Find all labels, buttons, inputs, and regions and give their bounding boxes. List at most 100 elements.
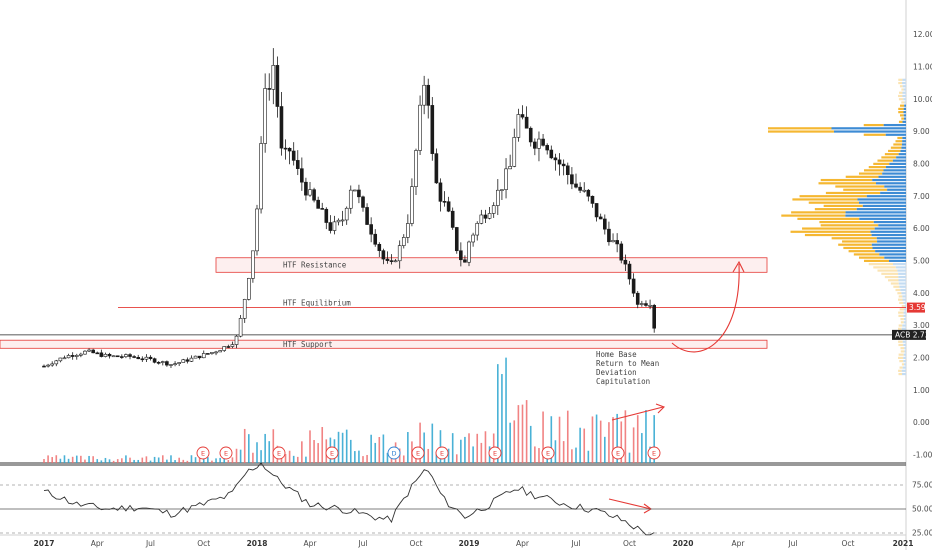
time-tick-label: 2019 [459,539,480,548]
volume-bar [231,457,234,463]
profile-bar-a [898,372,902,376]
candle-body [381,250,386,260]
candle-body [598,216,603,220]
profile-bar-a [863,133,886,136]
profile-bar-b [902,340,906,343]
profile-bar-b [903,114,906,117]
time-tick-label: Oct [842,539,855,548]
rsi-tick-label: 25.00 [912,529,932,538]
profile-bar-a [899,360,904,363]
projection-arrowhead [732,260,745,273]
volume-bar [632,427,635,463]
profile-bar-b [903,356,906,359]
candle-body [520,114,525,118]
profile-bar-b [885,133,906,136]
candle-body [103,353,108,357]
marker-label: E [440,449,444,457]
profile-bar-a [868,263,894,266]
axes-layer: 12.00 11.00 10.00 9.00 8.00 7.00 6.00 5.00 4.00 3… [34,30,932,548]
volume-bar [566,410,569,463]
time-tick-label: Oct [197,539,210,548]
volume-bar [47,455,49,463]
profile-bar-a [858,172,883,175]
profile-bar-a [845,175,879,178]
candle-body [291,150,296,161]
candle-body [373,233,378,245]
profile-bar-b [904,347,906,350]
profile-bar-a [868,166,887,169]
candle-body [454,227,459,252]
volume-bar [341,432,344,463]
marker-label: D [391,449,396,457]
candle-body [549,149,554,159]
candle-body [66,355,71,359]
candle-body [214,351,218,354]
candle-body [508,166,512,170]
candle-body [308,189,312,196]
profile-bar-b [901,292,906,295]
zone-label: HTF Resistance [283,261,347,270]
profile-bar-b [903,360,906,363]
dividend-marker [387,446,401,460]
note-text: Deviation [596,368,637,377]
volume-bar [337,431,340,463]
volume-bar [624,410,627,463]
candle-body [74,355,79,357]
volume-bar [525,400,528,463]
profile-bar-a [898,369,902,372]
candle-body [238,318,243,337]
volume-bar [464,436,466,463]
candle-body [459,250,463,261]
candle-body [201,353,206,359]
candle-body [467,241,471,263]
candle-body [578,186,582,191]
candle-body [99,352,104,357]
profile-bar-a [898,295,903,298]
earnings-marker [219,446,233,460]
profile-bar-a [895,140,903,143]
candle-body [426,84,431,106]
profile-bar-b [904,363,906,366]
marker-price-text: 3.59 [909,303,926,312]
volume-bar [133,459,135,463]
candle-body [561,163,566,167]
profile-bar-a [898,107,904,111]
candle-body [193,355,198,359]
volume-bar [112,460,115,463]
time-tick-label: 2018 [247,539,268,548]
profile-bar-a [820,178,873,182]
candle-body [418,104,422,151]
volume-bar [604,436,606,463]
time-tick-label: Apr [304,539,318,548]
profile-bar-a [901,305,905,308]
profile-bar-a [898,98,904,101]
profile-bar-a [901,101,905,104]
profile-bar-a [898,343,904,347]
profile-bar-b [874,227,906,230]
profile-bar-a [898,353,904,356]
volume-bar [534,446,536,463]
profile-bar-b [902,91,906,94]
volume-bar [71,456,74,463]
candle-body [140,358,145,361]
profile-bar-a [900,321,904,324]
profile-bar-a [842,240,878,243]
profile-bar-b [901,146,906,149]
volume-bar [439,430,442,463]
candle-body [516,114,521,138]
profile-bar-a [819,220,874,224]
time-tick-label: Apr [516,539,530,548]
candle-body [353,189,357,192]
volume-bar [484,431,487,463]
candle-body [603,218,607,230]
profile-bar-b [831,127,906,130]
candle-body [132,356,136,358]
volume-bar [116,459,119,463]
marker-price-badge [907,302,925,313]
profile-bar-a [858,256,885,259]
volume-bar [374,442,377,463]
candle-body [156,362,161,364]
candle-body [607,228,611,243]
profile-bar-b [899,285,906,288]
